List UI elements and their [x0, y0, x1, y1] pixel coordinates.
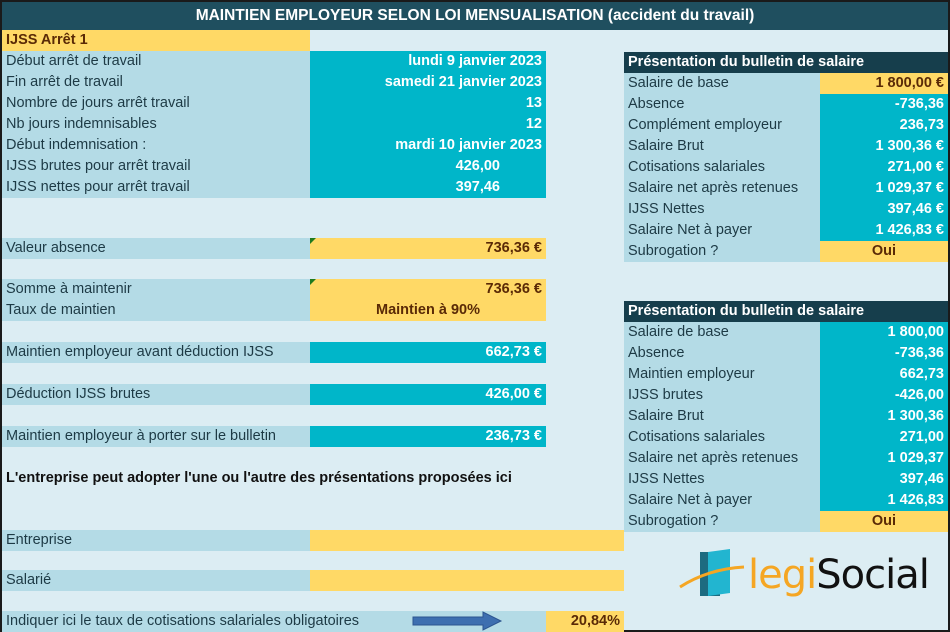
panel1-row-label: Cotisations salariales [624, 157, 820, 178]
panel1-row-label: Salaire Net à payer [624, 220, 820, 241]
deduction-value[interactable]: 426,00 € [310, 384, 546, 405]
logo-legi-text: legi [748, 552, 817, 598]
panel1-row-value[interactable]: Oui [820, 241, 948, 262]
arrow-right-icon [412, 611, 503, 631]
panel2-row-label: Subrogation ? [624, 511, 820, 532]
detail-value[interactable]: samedi 21 janvier 2023 [310, 72, 546, 93]
maintien-avant-value[interactable]: 662,73 € [310, 342, 546, 363]
detail-value[interactable]: mardi 10 janvier 2023 [310, 135, 546, 156]
panel2-row-label: Salaire net après retenues [624, 448, 820, 469]
detail-value[interactable]: lundi 9 janvier 2023 [310, 51, 546, 72]
panel2-row-value[interactable]: 1 800,00 [820, 322, 948, 343]
detail-label: Fin arrêt de travail [2, 72, 310, 93]
panel1-row-value[interactable]: 271,00 € [820, 157, 948, 178]
entreprise-label: Entreprise [2, 530, 310, 551]
comment-indicator-icon [310, 238, 316, 244]
detail-label: IJSS brutes pour arrêt travail [2, 156, 310, 177]
panel1-row-value[interactable]: 1 300,36 € [820, 136, 948, 157]
taux-cotisations-input[interactable]: 20,84% [546, 611, 624, 632]
panel2-row-label: Cotisations salariales [624, 427, 820, 448]
panel2-row-label: Salaire de base [624, 322, 820, 343]
panel2-row-label: Absence [624, 343, 820, 364]
panel2-row-label: Salaire Net à payer [624, 490, 820, 511]
panel2-title: Présentation du bulletin de salaire [624, 301, 948, 322]
maintien-bulletin-value[interactable]: 236,73 € [310, 426, 546, 447]
panel1-row-value[interactable]: 1 029,37 € [820, 178, 948, 199]
panel1-row-label: Salaire de base [624, 73, 820, 94]
section-label: IJSS Arrêt 1 [2, 30, 310, 51]
detail-label: IJSS nettes pour arrêt travail [2, 177, 310, 198]
panel1-row-label: Salaire Brut [624, 136, 820, 157]
legisocial-logo: legiSocial [678, 547, 938, 603]
taux-maintien-label: Taux de maintien [2, 300, 310, 321]
detail-value[interactable]: 12 [310, 114, 546, 135]
panel2-row-label: IJSS Nettes [624, 469, 820, 490]
detail-label: Nb jours indemnisables [2, 114, 310, 135]
detail-value[interactable]: 13 [310, 93, 546, 114]
salarie-input[interactable] [310, 570, 624, 591]
page-title: MAINTIEN EMPLOYEUR SELON LOI MENSUALISAT… [2, 2, 948, 30]
panel2-row-value[interactable]: -736,36 [820, 343, 948, 364]
detail-value[interactable]: 426,00 [310, 156, 546, 177]
panel2-row-value[interactable]: 397,46 [820, 469, 948, 490]
panel2-row-value[interactable]: 1 029,37 [820, 448, 948, 469]
panel1-row-value[interactable]: 1 800,00 € [820, 73, 948, 94]
panel2-row-value[interactable]: 662,73 [820, 364, 948, 385]
taux-maintien-value[interactable]: Maintien à 90% [310, 300, 546, 321]
panel2-row-value[interactable]: -426,00 [820, 385, 948, 406]
logo-mark-icon [679, 549, 745, 596]
presentation-note: L'entreprise peut adopter l'une ou l'aut… [6, 470, 512, 486]
panel1-row-label: Salaire net après retenues [624, 178, 820, 199]
panel1-row-value[interactable]: 1 426,83 € [820, 220, 948, 241]
detail-label: Nombre de jours arrêt travail [2, 93, 310, 114]
panel2-row-label: Salaire Brut [624, 406, 820, 427]
panel1-title: Présentation du bulletin de salaire [624, 52, 948, 73]
panel2-row-label: Maintien employeur [624, 364, 820, 385]
panel1-row-label: Complément employeur [624, 115, 820, 136]
salarie-label: Salarié [2, 570, 310, 591]
somme-maintenir-value[interactable]: 736,36 € [310, 279, 546, 300]
detail-label: Début indemnisation : [2, 135, 310, 156]
comment-indicator-icon [310, 279, 316, 285]
panel1-row-value[interactable]: 397,46 € [820, 199, 948, 220]
detail-value[interactable]: 397,46 [310, 177, 546, 198]
panel1-row-value[interactable]: 236,73 [820, 115, 948, 136]
valeur-absence-label: Valeur absence [2, 238, 310, 259]
detail-label: Début arrêt de travail [2, 51, 310, 72]
maintien-avant-label: Maintien employeur avant déduction IJSS [2, 342, 310, 363]
logo-social-text: Social [816, 552, 930, 598]
valeur-absence-value[interactable]: 736,36 € [310, 238, 546, 259]
panel2-row-value[interactable]: Oui [820, 511, 948, 532]
maintien-bulletin-label: Maintien employeur à porter sur le bulle… [2, 426, 310, 447]
panel2-row-label: IJSS brutes [624, 385, 820, 406]
taux-cotisations-label: Indiquer ici le taux de cotisations sala… [2, 611, 546, 632]
deduction-label: Déduction IJSS brutes [2, 384, 310, 405]
panel1-row-label: Absence [624, 94, 820, 115]
somme-maintenir-label: Somme à maintenir [2, 279, 310, 300]
panel2-row-value[interactable]: 1 300,36 [820, 406, 948, 427]
panel1-row-value[interactable]: -736,36 [820, 94, 948, 115]
panel1-row-label: Subrogation ? [624, 241, 820, 262]
panel2-row-value[interactable]: 271,00 [820, 427, 948, 448]
panel2-row-value[interactable]: 1 426,83 [820, 490, 948, 511]
entreprise-input[interactable] [310, 530, 624, 551]
panel1-row-label: IJSS Nettes [624, 199, 820, 220]
